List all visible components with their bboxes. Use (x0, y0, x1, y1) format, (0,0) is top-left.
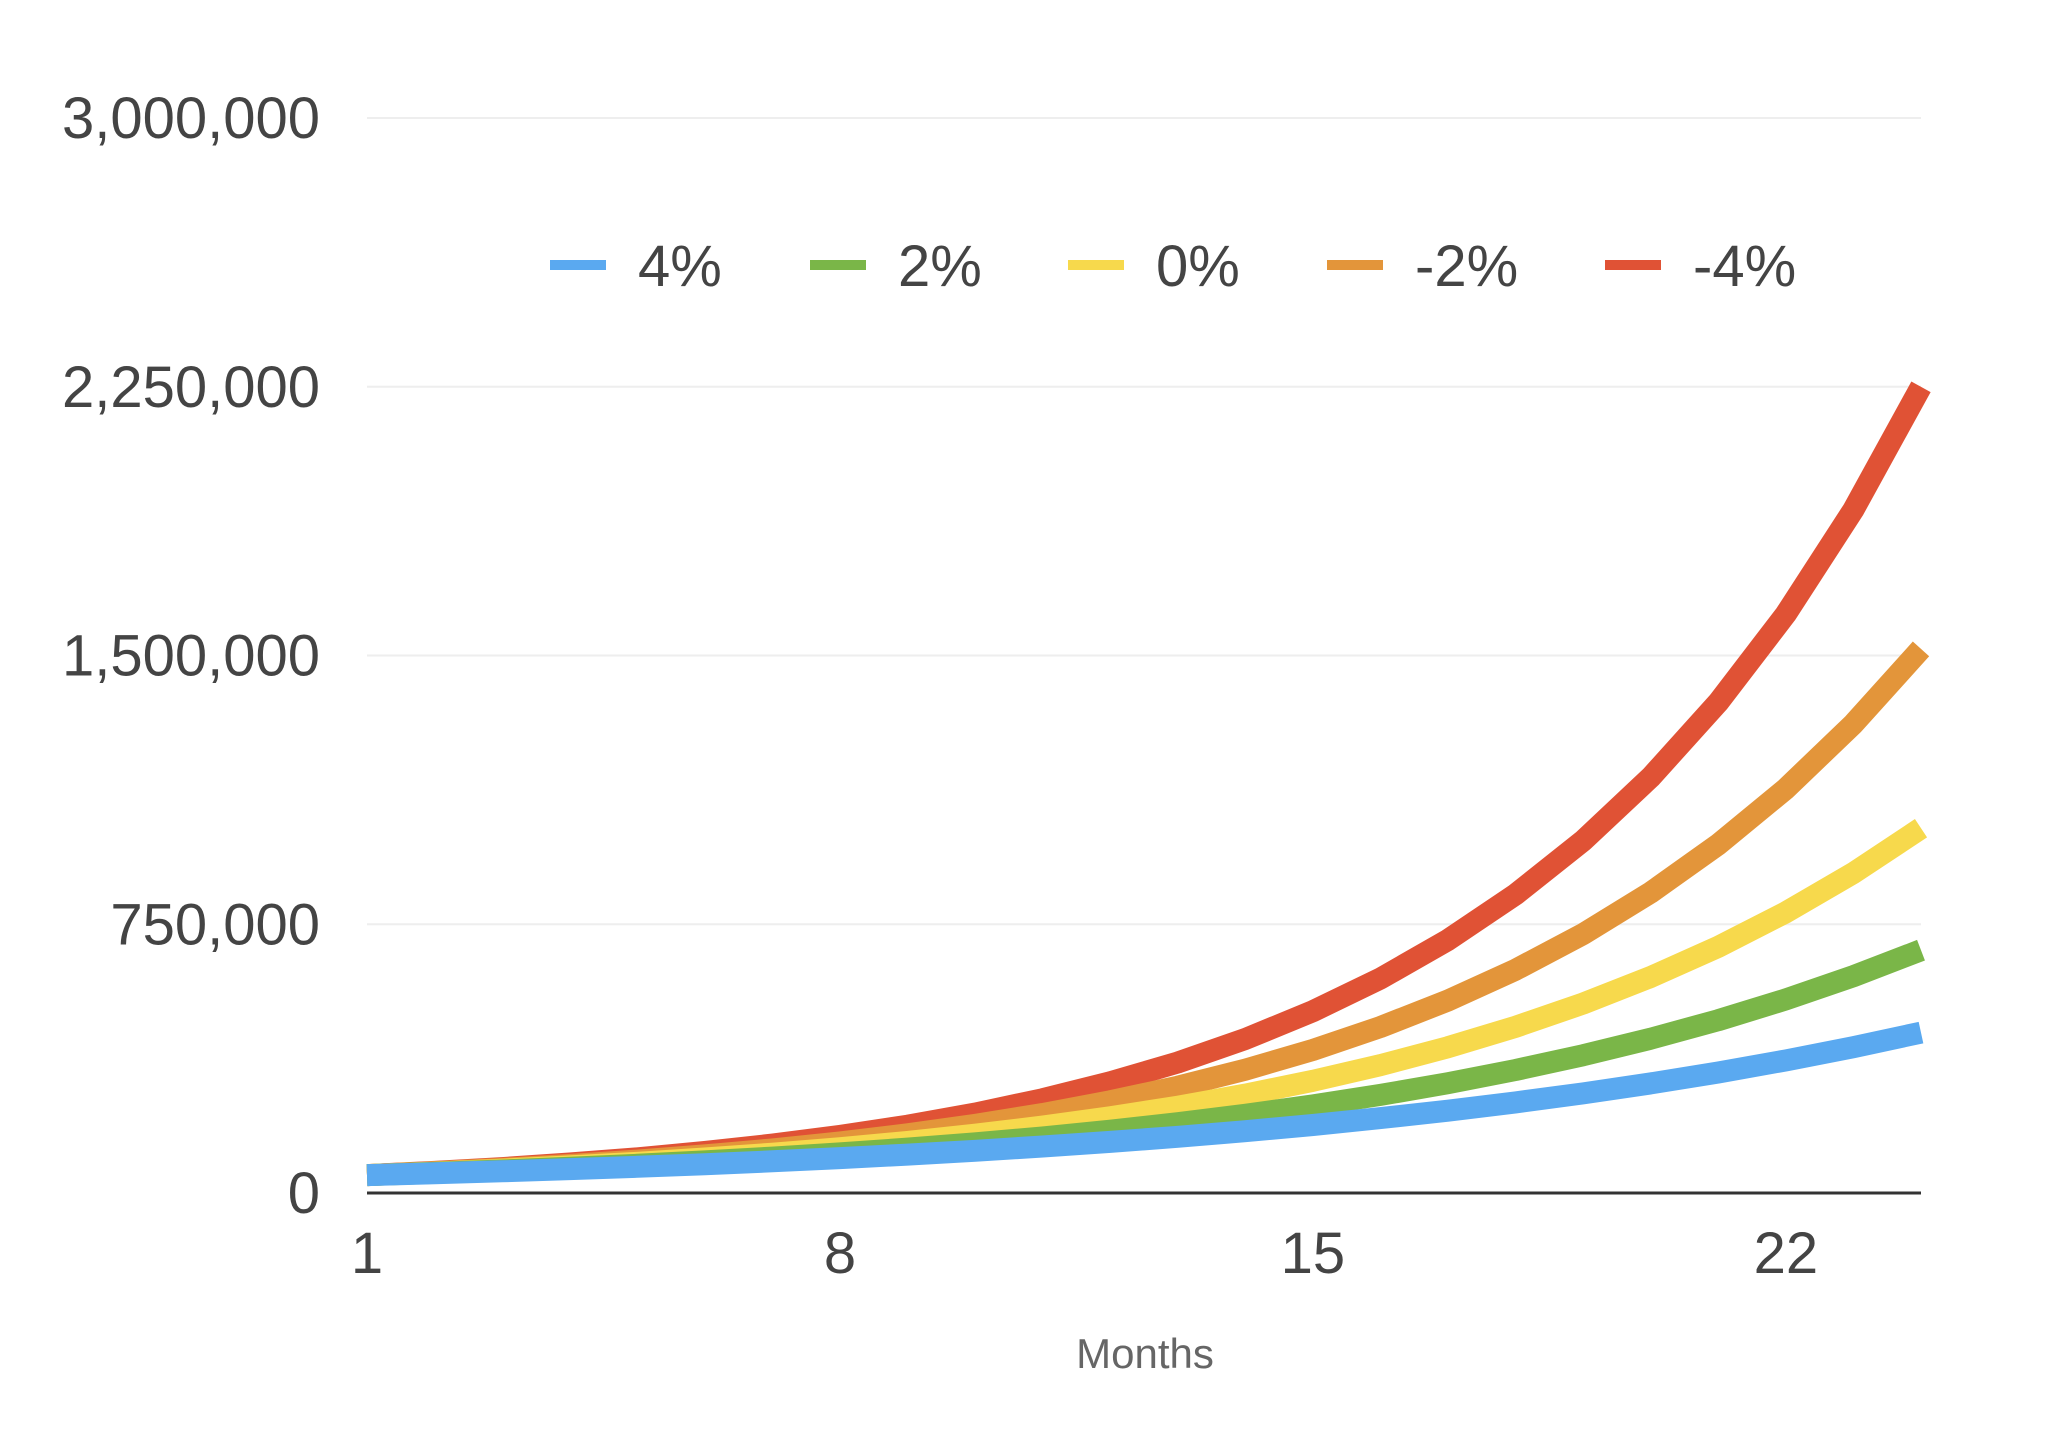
legend-label: 4% (638, 234, 722, 299)
legend-item: 4% (550, 234, 722, 299)
legend-label: -2% (1415, 234, 1518, 299)
y-tick-label: 0 (288, 1161, 320, 1226)
y-tick-label: 3,000,000 (62, 86, 320, 151)
legend-label: 2% (898, 234, 982, 299)
y-tick-label: 2,250,000 (62, 355, 320, 420)
x-tick-label: 1 (351, 1221, 383, 1286)
legend-item: 0% (1068, 234, 1240, 299)
legend-item: 2% (810, 234, 982, 299)
x-tick-label: 15 (1281, 1221, 1346, 1286)
gridlines (367, 117, 1921, 926)
y-tick-label: 1,500,000 (62, 624, 320, 689)
series-line (366, 381, 1931, 1187)
y-tick-label: 750,000 (110, 892, 320, 957)
legend-label: 0% (1156, 234, 1240, 299)
legend-item: -4% (1605, 234, 1796, 299)
legend: 4% 2% 0% -2% -4% (550, 234, 1796, 299)
legend-item: -2% (1327, 234, 1518, 299)
x-axis-title: Months (1076, 1330, 1214, 1377)
x-tick-label: 8 (824, 1221, 856, 1286)
series-line (366, 1021, 1924, 1187)
series-lines (366, 381, 1931, 1187)
y-axis-tick-labels: 0 750,000 1,500,000 2,250,000 3,000,000 (62, 86, 320, 1226)
legend-label: -4% (1693, 234, 1796, 299)
x-axis-tick-labels: 1 8 15 22 (351, 1221, 1818, 1286)
x-tick-label: 22 (1754, 1221, 1819, 1286)
